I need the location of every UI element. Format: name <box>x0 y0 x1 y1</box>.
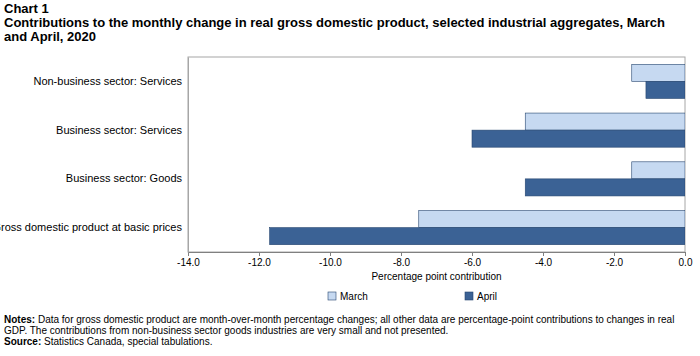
x-tick-mark <box>543 252 544 256</box>
chart-container: Chart 1Contributions to the monthly chan… <box>0 0 700 356</box>
y-axis-line <box>188 58 189 253</box>
y-tick: Business sector: Goods <box>66 172 188 184</box>
x-tick: -2.0 <box>606 252 624 268</box>
x-tick-label: -4.0 <box>535 257 553 268</box>
x-tick-mark <box>188 252 189 256</box>
title: Chart 1 <box>4 1 49 16</box>
source: Source: Statistics Canada, special tabul… <box>4 336 212 347</box>
y-tick-label: Non-business sector: Services <box>33 75 182 87</box>
legend-swatch <box>465 292 473 300</box>
bar <box>472 130 685 147</box>
x-tick-mark <box>401 252 402 256</box>
x-tick-mark <box>259 252 260 256</box>
source-text: Statistics Canada, special tabulations. <box>41 336 212 347</box>
bar <box>525 113 685 130</box>
y-tick-label: Business sector: Goods <box>66 172 183 184</box>
chart-svg: Chart 1Contributions to the monthly chan… <box>0 0 700 356</box>
bar <box>632 162 685 179</box>
x-tick-mark <box>472 252 473 256</box>
bar <box>270 228 685 245</box>
background <box>0 0 700 356</box>
bar <box>632 64 685 81</box>
x-tick-label: 0.0 <box>679 257 693 268</box>
y-tick-label: Business sector: Services <box>56 124 182 136</box>
notes: GDP. The contributions from non-business… <box>4 325 448 336</box>
bars <box>270 64 685 244</box>
x-tick-mark <box>685 252 686 256</box>
notes-text: Data for gross domestic product are mont… <box>35 314 674 325</box>
y-tick-label: Gross domestic product at basic prices <box>0 221 182 233</box>
x-tick: 0.0 <box>679 252 693 268</box>
x-tick-label: -10.0 <box>319 257 342 268</box>
notes: Notes: Data for gross domestic product a… <box>4 314 674 347</box>
x-tick: -12.0 <box>248 252 271 268</box>
series-0 <box>419 64 685 227</box>
source-label: Source: <box>4 336 41 347</box>
notes: Notes: Data for gross domestic product a… <box>4 314 674 325</box>
x-axis-line <box>189 253 686 257</box>
legend-item: March <box>328 291 368 302</box>
legend-label: March <box>340 291 368 302</box>
y-axis: Non-business sector: Services Business se… <box>0 58 189 253</box>
x-tick-label: -2.0 <box>606 257 624 268</box>
x-tick: -6.0 <box>464 252 482 268</box>
x-tick: -10.0 <box>319 252 342 268</box>
y-tick: Gross domestic product at basic prices <box>0 221 188 233</box>
series-1 <box>270 81 685 244</box>
x-tick: -8.0 <box>393 252 411 268</box>
subtitle: Contributions to the monthly change in r… <box>4 15 665 30</box>
x-tick-mark <box>614 252 615 256</box>
subtitle: and April, 2020 <box>4 29 96 44</box>
x-tick-mark <box>330 252 331 256</box>
x-tick-label: -12.0 <box>248 257 271 268</box>
y-tick: Non-business sector: Services <box>33 75 188 87</box>
titles: Chart 1Contributions to the monthly chan… <box>4 1 665 44</box>
x-tick: -4.0 <box>535 252 553 268</box>
x-axis-title: Percentage point contribution <box>371 271 501 282</box>
plot-frame <box>188 57 685 252</box>
legend: March April <box>328 291 497 302</box>
x-axis: -14.0 -12.0 -10.0 -8.0 -6.0 -4.0 -2.0 0.0 <box>177 252 693 268</box>
legend-swatch <box>328 292 336 300</box>
legend-item: April <box>465 291 497 302</box>
bar <box>646 81 685 98</box>
legend-label: April <box>477 291 497 302</box>
y-tick: Business sector: Services <box>56 124 188 136</box>
notes-label: Notes: <box>4 314 35 325</box>
bar <box>419 211 685 228</box>
x-tick-label: -14.0 <box>177 257 200 268</box>
x-tick-label: -8.0 <box>393 257 411 268</box>
x-tick: -14.0 <box>177 252 200 268</box>
x-tick-label: -6.0 <box>464 257 482 268</box>
bar <box>525 179 685 196</box>
